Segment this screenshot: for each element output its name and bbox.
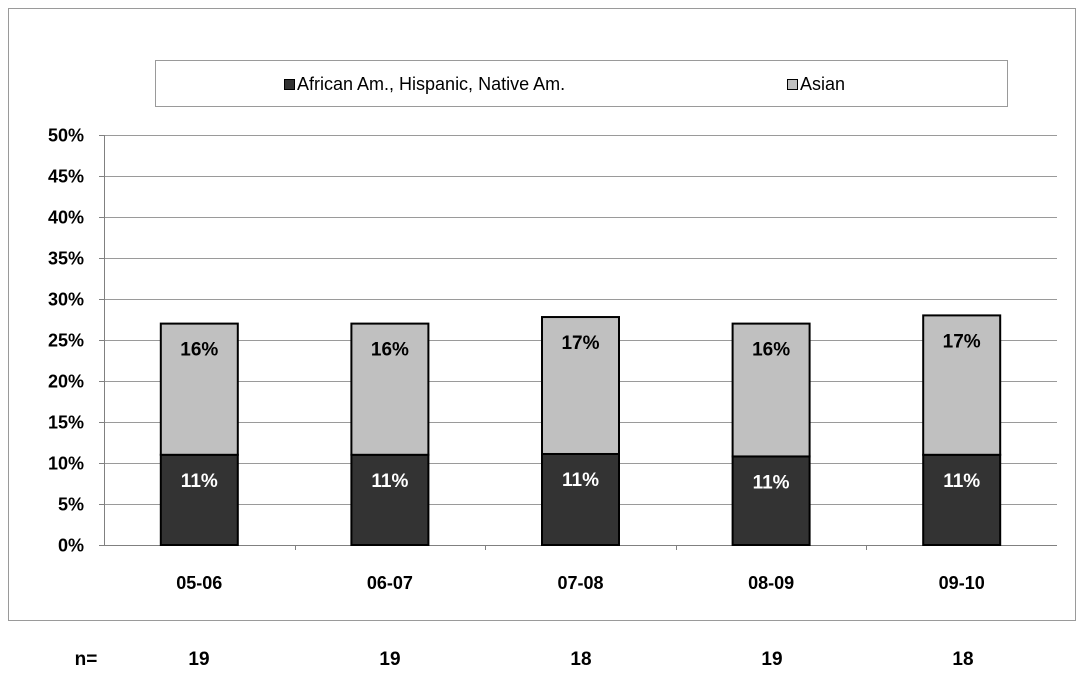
data-label: 16% — [752, 340, 790, 361]
bar-segment — [350, 453, 430, 546]
bar-segment — [731, 322, 811, 458]
y-tick-label: 0% — [58, 536, 84, 556]
data-label: 11% — [562, 470, 599, 491]
data-label: 16% — [180, 340, 218, 361]
bar-segment — [159, 453, 239, 546]
bar-segment — [731, 455, 811, 546]
x-tick-label: 08-09 — [748, 573, 794, 593]
y-tick-label: 25% — [48, 331, 84, 351]
y-tick-label: 20% — [48, 372, 84, 392]
n-value: 18 — [952, 649, 974, 670]
bar-segment — [541, 316, 620, 455]
x-tick-label: 06-07 — [367, 573, 413, 593]
n-value: 19 — [761, 649, 783, 670]
y-tick-label: 40% — [48, 208, 84, 228]
data-label: 17% — [561, 333, 599, 354]
n-value: 19 — [188, 649, 210, 670]
n-value: 18 — [570, 649, 592, 670]
y-tick-label: 15% — [48, 413, 84, 433]
legend-label-series-2: Asian — [800, 74, 846, 94]
data-label: 11% — [181, 471, 218, 492]
y-tick-label: 50% — [48, 126, 84, 146]
y-tick-label: 30% — [48, 290, 84, 310]
y-tick-label: 45% — [48, 167, 84, 187]
bar-segment — [922, 453, 1002, 546]
y-tick-label: 5% — [58, 495, 84, 515]
x-tick-label: 07-08 — [557, 573, 603, 593]
data-label: 11% — [943, 471, 980, 492]
data-label: 11% — [371, 471, 408, 492]
n-value: 19 — [379, 649, 401, 670]
data-label: 16% — [371, 340, 409, 361]
bar-segment — [922, 314, 1002, 456]
legend-item-series-2: Asian — [787, 74, 845, 95]
legend-swatch-series-1 — [284, 79, 295, 90]
data-label: 11% — [753, 472, 790, 493]
legend-item-series-1: African Am., Hispanic, Native Am. — [284, 74, 565, 95]
bar-segment — [350, 322, 430, 456]
data-label: 17% — [943, 331, 981, 352]
bar-segment — [159, 322, 239, 456]
x-tick-label: 05-06 — [176, 573, 222, 593]
n-label: n= — [74, 649, 98, 670]
legend: African Am., Hispanic, Native Am. Asian — [155, 60, 1008, 107]
x-tick-label: 09-10 — [939, 573, 985, 593]
legend-label-series-1: African Am., Hispanic, Native Am. — [297, 74, 566, 94]
y-tick-label: 35% — [48, 249, 84, 269]
legend-swatch-series-2 — [787, 79, 798, 90]
bar-segment — [541, 452, 620, 547]
y-tick-label: 10% — [48, 454, 84, 474]
